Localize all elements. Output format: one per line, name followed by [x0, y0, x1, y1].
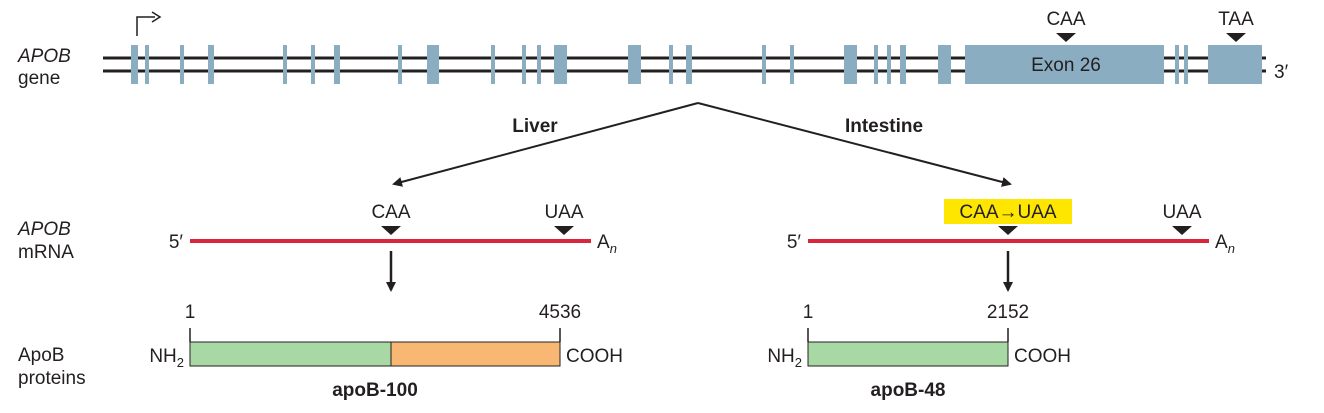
exon [790, 45, 794, 84]
apob48-end: 2152 [987, 302, 1029, 323]
apob100-nh2: NH2 [149, 346, 184, 370]
exons [131, 45, 1262, 84]
gene-name-label: APOB [17, 46, 71, 67]
exon [686, 45, 692, 84]
exon [427, 45, 439, 84]
exon [554, 45, 567, 84]
exon [334, 45, 340, 84]
gene-three-prime-label: 3′ [1274, 62, 1289, 83]
triangle-marker-icon [381, 226, 401, 235]
exon [762, 45, 766, 84]
triangle-marker-icon [1056, 33, 1076, 42]
triangle-marker-icon [554, 226, 574, 235]
gene-caa-codon: CAA [1046, 9, 1085, 30]
exon [131, 45, 138, 84]
exon [938, 45, 951, 84]
exon [1184, 45, 1188, 84]
exon [900, 45, 906, 84]
exon [491, 45, 495, 84]
edited-codon-label: CAA→UAA [959, 202, 1056, 223]
exon [887, 45, 891, 84]
exon [628, 45, 641, 84]
intestine-uaa-codon: UAA [1162, 202, 1201, 223]
liver-uaa-codon: UAA [544, 202, 583, 223]
exon [1208, 45, 1262, 84]
exon [283, 45, 287, 84]
transcription-start-arrow-icon [136, 11, 162, 36]
apob100-end: 4536 [539, 302, 581, 323]
liver-mrna-five-prime: 5′ [169, 232, 184, 253]
exon [398, 45, 402, 84]
exon [311, 45, 315, 84]
apob100-start: 1 [185, 302, 196, 323]
triangle-marker-icon [1226, 33, 1246, 42]
triangle-marker-icon [998, 226, 1018, 235]
exon [844, 45, 857, 84]
mrna-name-label: APOB [17, 219, 71, 240]
exon [145, 45, 149, 84]
apob48-green-domain [807, 341, 1009, 367]
exon [522, 45, 526, 84]
exon [537, 45, 541, 84]
exon [180, 45, 184, 84]
liver-mrna-tail: An [597, 232, 617, 256]
liver-caa-codon: CAA [371, 202, 410, 223]
intestine-label: Intestine [845, 116, 923, 137]
exon-26 [965, 45, 1164, 84]
tissue-split-arrows [392, 102, 1012, 187]
triangle-marker-icon [1172, 226, 1192, 235]
exon [208, 45, 214, 84]
apob48-nh2: NH2 [767, 346, 802, 370]
proteins-label-line1: ApoB [18, 345, 64, 366]
gene-taa-codon: TAA [1218, 9, 1254, 30]
exon [669, 45, 673, 84]
mrna-label: mRNA [18, 242, 74, 263]
intestine-mrna-five-prime: 5′ [787, 232, 802, 253]
intestine-mrna-tail: An [1215, 232, 1235, 256]
proteins-label-line2: proteins [18, 368, 86, 389]
exon [1175, 45, 1179, 84]
apob100-cooh: COOH [566, 346, 623, 367]
apob48-cooh: COOH [1014, 346, 1071, 367]
apob48-start: 1 [803, 302, 814, 323]
apob100-green-domain [189, 341, 392, 367]
edit-highlight [944, 199, 1072, 224]
exon [874, 45, 878, 84]
exon-26-label: Exon 26 [1031, 55, 1101, 76]
apob100-orange-domain [390, 341, 561, 367]
apob48-name: apoB-48 [871, 380, 946, 401]
liver-label: Liver [512, 116, 558, 137]
apob100-name: apoB-100 [332, 380, 418, 401]
gene-label: gene [18, 68, 60, 89]
